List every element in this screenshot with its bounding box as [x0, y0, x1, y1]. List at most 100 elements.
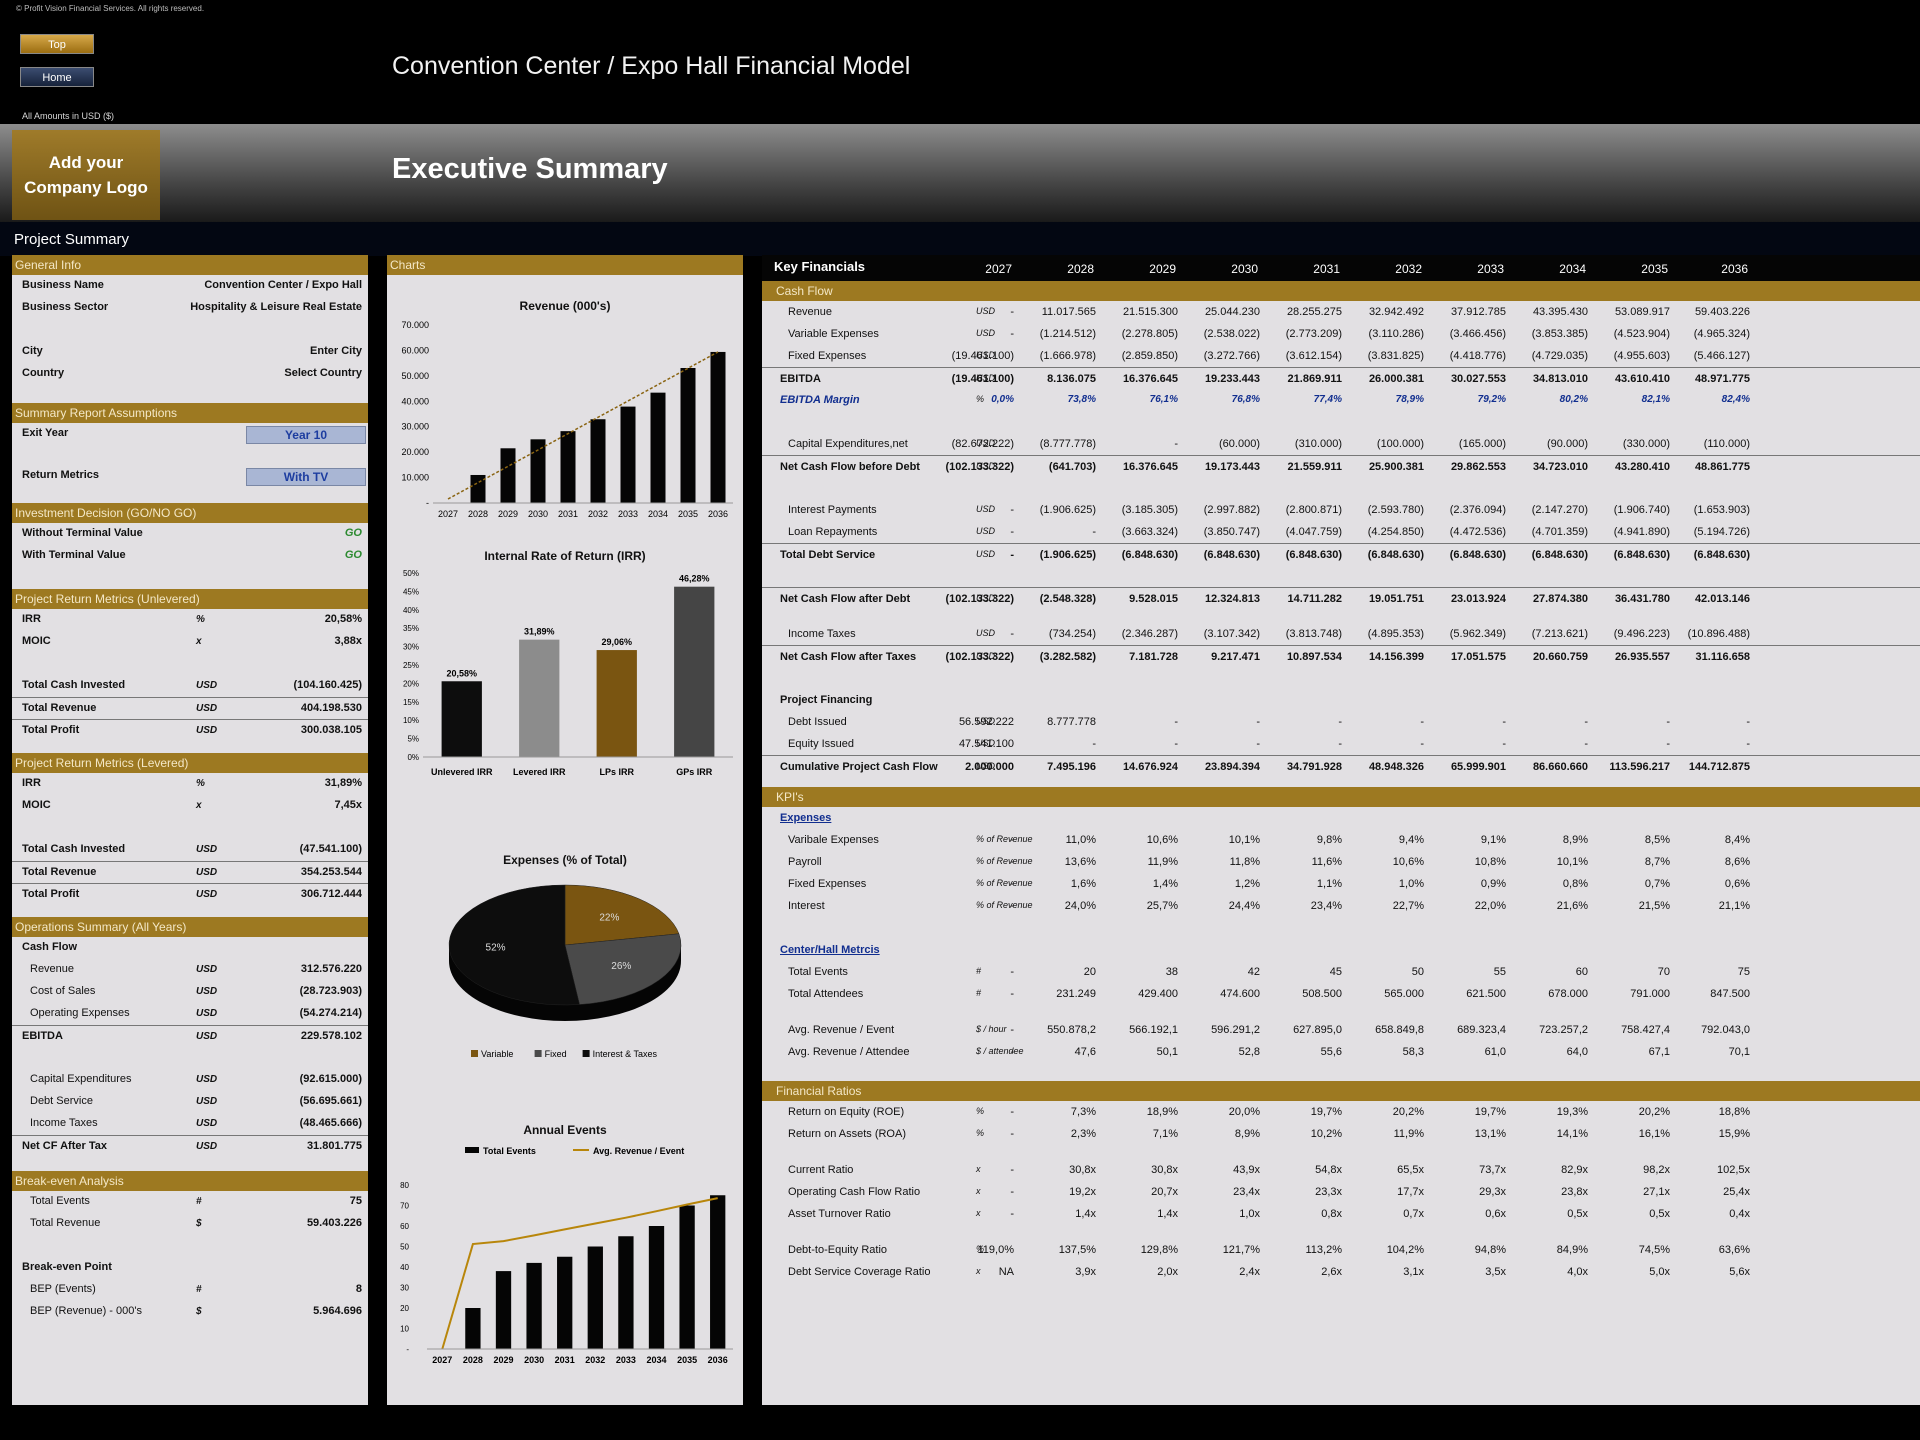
financial-value-cell: 10,2%: [1310, 1128, 1342, 1140]
financial-value-cell: 2.000.000: [965, 761, 1014, 773]
financial-value-cell: 22,7%: [1392, 900, 1424, 912]
financial-value-cell: 86.660.660: [1532, 761, 1588, 773]
financial-row-unit: USD: [976, 328, 996, 338]
row-label: Revenue: [30, 963, 75, 975]
financial-value-cell: 45: [1329, 966, 1342, 978]
row-value: 31.801.775: [306, 1140, 362, 1152]
financial-value-cell: (110.000): [1703, 438, 1750, 450]
financial-value-cell: 13,1%: [1474, 1128, 1506, 1140]
y-tick-label: -: [406, 1345, 409, 1354]
financial-value-cell: 8.136.075: [1047, 373, 1096, 385]
financial-row: Current Ratio x - 30,8x 30,8x 43,9x 54,8x 65,5x…: [762, 1159, 1920, 1181]
y-tick-label: 20.000: [401, 447, 429, 457]
expenses-subheading: Expenses: [780, 812, 832, 824]
financial-value-cell: -: [1010, 988, 1014, 1000]
financial-row-unit: %: [976, 1106, 985, 1116]
year-header: 2030: [1231, 262, 1258, 276]
financial-row: Total Attendees # - 231.249 429.400 474.600 50…: [762, 983, 1920, 1005]
y-tick-label: 45%: [403, 587, 419, 596]
left-summary-panel: General Info Business Name Convention Cen…: [12, 255, 368, 1405]
financial-row-label: Return on Assets (ROA): [788, 1128, 906, 1140]
legend-label: Total Events: [483, 1146, 536, 1156]
y-tick-label: 60.000: [401, 345, 429, 355]
financial-value-cell: 14.711.282: [1287, 593, 1342, 605]
company-logo-placeholder[interactable]: Add your Company Logo: [12, 130, 160, 220]
financial-row: Debt-to-Equity Ratio% 119,0% 137,5% 129,8% 1…: [762, 1239, 1920, 1261]
expenses-chart-title: Expenses (% of Total): [503, 853, 627, 867]
financial-value-cell: (4.047.759): [1285, 526, 1342, 538]
row-unit: USD: [196, 1031, 218, 1042]
financial-row: Total Debt Service USD - (1.906.625) (6.848.…: [762, 543, 1920, 565]
revenue-chart: - 10.000 20.000 30.000 40.000 50.000 60.000 70.…: [401, 320, 733, 519]
financial-value-cell: 47.541.100: [958, 738, 1014, 750]
x-tick-label: 2030: [524, 1355, 544, 1365]
revenue-chart-title: Revenue (000's): [519, 299, 611, 313]
financial-value-cell: 104,2%: [1386, 1244, 1424, 1256]
financial-value-cell: 1,4%: [1152, 878, 1178, 890]
financial-value-cell: 1,4x: [1157, 1208, 1178, 1220]
home-button[interactable]: Home: [20, 67, 94, 87]
financial-value-cell: 25.044.230: [1204, 306, 1260, 318]
financial-row-unit: %: [976, 1128, 985, 1138]
financial-value-cell: (19.461.100): [951, 350, 1014, 362]
row-value: 75: [349, 1195, 362, 1207]
financial-value-cell: 3,1x: [1403, 1266, 1424, 1278]
row-value: 7,45x: [334, 799, 362, 811]
financial-value-cell: 21,5%: [1638, 900, 1670, 912]
financial-row: Revenue USD - 11.017.565 21.515.300 25.044.23…: [762, 301, 1920, 323]
financial-value-cell: 758.427,4: [1621, 1024, 1670, 1036]
row-value: 404.198.530: [300, 702, 362, 714]
row-unit: USD: [196, 867, 218, 878]
data-label: 31,89%: [524, 627, 555, 637]
financial-row: Asset Turnover Ratio x - 1,4x 1,4x 1,0x 0,8x 0,…: [762, 1203, 1920, 1225]
row-label: Total Events: [30, 1195, 90, 1207]
financial-value-cell: 508.500: [1302, 988, 1342, 1000]
financial-value-cell: (102.133.322): [945, 593, 1015, 605]
financial-value-cell: 23,4%: [1310, 900, 1342, 912]
exit-year-input[interactable]: Year 10: [246, 426, 366, 444]
financial-value-cell: (8.777.778): [1039, 438, 1096, 450]
irr-bar: [519, 639, 560, 757]
row-label: EBITDA: [22, 1030, 63, 1042]
financial-value-cell: (3.110.286): [1368, 328, 1424, 340]
financial-value-cell: 9,4%: [1398, 834, 1424, 846]
financial-value-cell: (1.906.625): [1039, 549, 1096, 561]
legend-swatch: [471, 1050, 478, 1057]
y-tick-label: 10%: [403, 716, 419, 725]
financial-value-cell: -: [1174, 438, 1178, 450]
x-tick-label: 2036: [708, 1355, 728, 1365]
financial-row: Income Taxes USD - (734.254) (2.346.287) (3.1…: [762, 623, 1920, 645]
legend-label: Avg. Revenue / Event: [593, 1146, 684, 1156]
pie-label: 52%: [486, 942, 506, 953]
summary-row: IRR% 31,89%: [12, 773, 368, 795]
financial-row-label: Avg. Revenue / Event: [788, 1024, 895, 1036]
charts-header: Charts: [387, 255, 743, 275]
financial-row-unit: USD: [976, 350, 996, 360]
financial-value-cell: (3.612.154): [1285, 350, 1342, 362]
financial-row-label: Payroll: [788, 856, 822, 868]
financial-value-cell: 48.971.775: [1694, 373, 1750, 385]
financial-value-cell: 20.660.759: [1532, 651, 1588, 663]
top-button[interactable]: Top: [20, 34, 94, 54]
financial-row: Cumulative Project Cash Flow USD 2.000.000…: [762, 755, 1920, 777]
financial-value-cell: (6.848.630): [1693, 549, 1750, 561]
return-metrics-input[interactable]: With TV: [246, 468, 366, 486]
financial-value-cell: -: [1092, 738, 1096, 750]
financial-value-cell: (90.000): [1547, 438, 1588, 450]
breakeven-point-subheader: Break-even Point: [12, 1257, 368, 1279]
pie-slice: [564, 884, 680, 946]
financial-value-cell: (5.194.726): [1693, 526, 1750, 538]
financial-value-cell: (10.896.488): [1687, 628, 1750, 640]
summary-row: BEP (Events) #8: [12, 1279, 368, 1301]
financial-value-cell: -: [1010, 1164, 1014, 1176]
financial-value-cell: 29.862.553: [1450, 461, 1506, 473]
financial-value-cell: 231.249: [1056, 988, 1096, 1000]
y-tick-label: -: [426, 498, 429, 508]
summary-row: Total Profit USD 300.038.105: [12, 719, 368, 741]
unlevered-header: Project Return Metrics (Unlevered): [12, 589, 368, 609]
financial-value-cell: 84,9%: [1556, 1244, 1588, 1256]
financial-value-cell: 0,6x: [1485, 1208, 1506, 1220]
legend-swatch: [534, 1050, 542, 1057]
y-tick-label: 50%: [403, 569, 419, 578]
financial-value-cell: 1,4x: [1075, 1208, 1096, 1220]
